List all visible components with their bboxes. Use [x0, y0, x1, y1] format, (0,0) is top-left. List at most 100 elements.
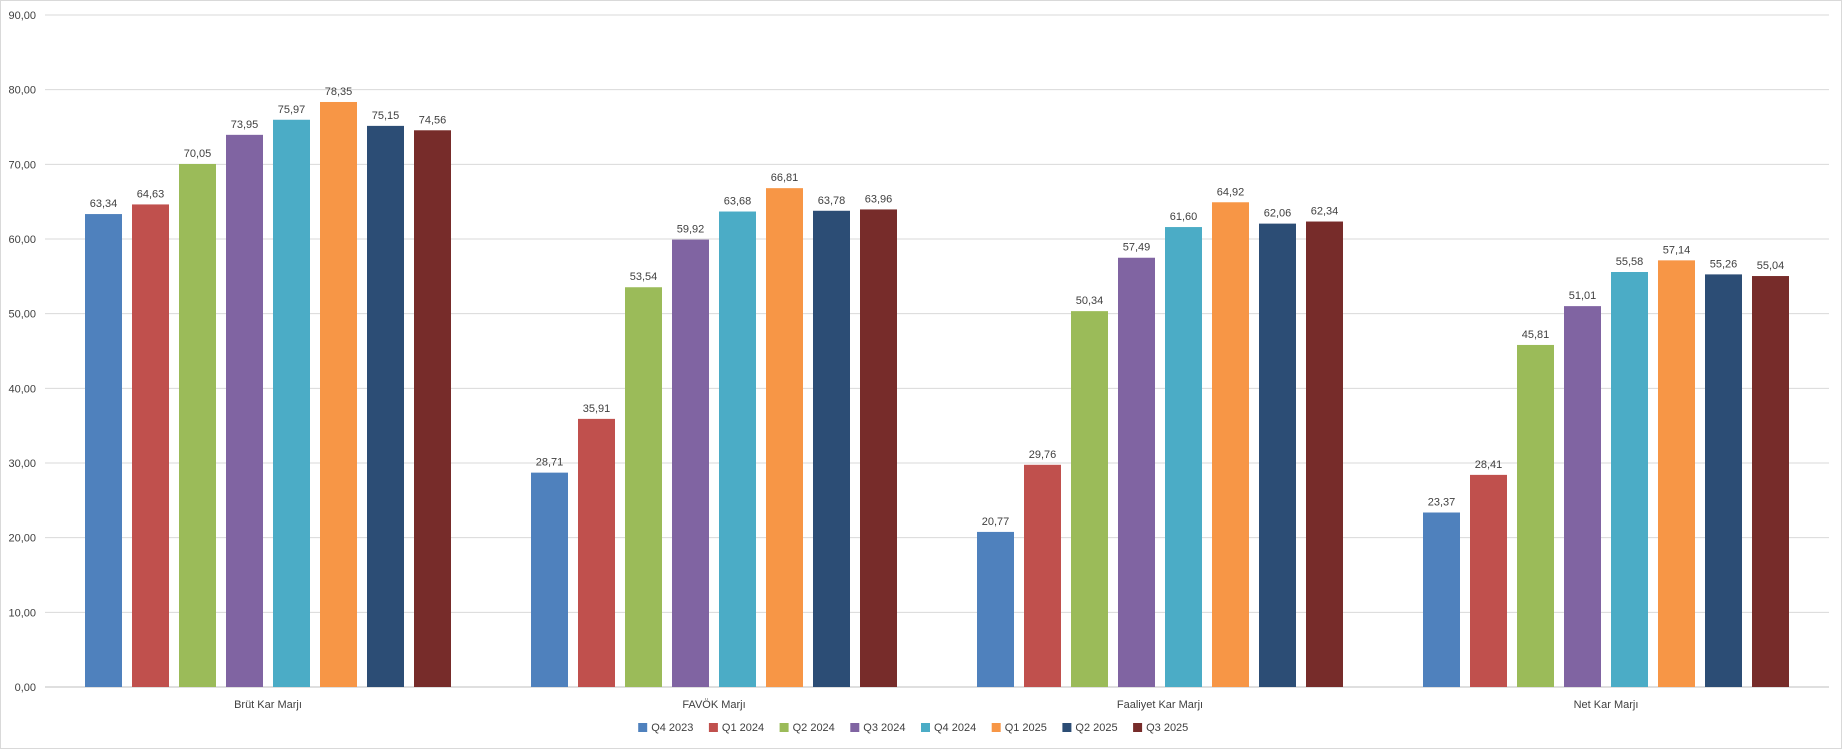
data-label: 57,14	[1663, 244, 1691, 256]
data-label: 51,01	[1569, 290, 1597, 302]
legend-item: Q3 2025	[1133, 722, 1188, 734]
data-label: 23,37	[1428, 497, 1456, 509]
legend-item: Q2 2024	[779, 722, 835, 734]
bar	[766, 188, 803, 688]
bar	[179, 163, 216, 687]
data-label: 53,54	[630, 271, 658, 283]
data-labels: 63,34 64,63 70,05 73,95 75,97 78,35 75,15 74,56…	[90, 86, 1785, 528]
bar	[1071, 311, 1108, 687]
data-label: 59,92	[677, 224, 705, 236]
legend-label: Q1 2025	[1005, 722, 1047, 734]
data-label: 55,04	[1757, 260, 1785, 272]
legend-item: Q4 2024	[921, 722, 976, 734]
legend-label: Q4 2023	[651, 722, 693, 734]
data-label: 63,68	[724, 196, 752, 208]
bar	[1024, 464, 1061, 687]
legend-swatch	[991, 723, 1001, 732]
y-tick-label: 40,00	[8, 383, 36, 395]
bar	[1306, 221, 1343, 687]
data-label: 70,05	[184, 148, 212, 160]
bar	[132, 204, 169, 688]
data-label: 64,63	[137, 188, 165, 200]
data-label: 62,06	[1264, 208, 1292, 220]
data-label: 29,76	[1029, 449, 1057, 461]
legend-swatch	[779, 723, 789, 732]
bar	[1752, 276, 1789, 687]
bar	[320, 101, 357, 687]
legend: Q4 2023 Q1 2024 Q2 2024 Q3 2024 Q4 2024 Q1 20…	[638, 722, 1188, 734]
bar	[226, 134, 263, 688]
legend-item: Q3 2024	[850, 722, 906, 734]
bar	[1212, 202, 1249, 688]
legend-label: Q3 2024	[863, 722, 905, 734]
data-label: 20,77	[982, 516, 1010, 528]
data-label: 74,56	[419, 114, 447, 126]
data-label: 55,26	[1710, 258, 1738, 270]
bar	[860, 209, 897, 687]
x-axis: Brüt Kar Marjı FAVÖK Marjı Faaliyet Kar Ma…	[234, 699, 1638, 711]
bar	[414, 130, 451, 687]
data-label: 62,34	[1311, 206, 1339, 218]
bar	[1705, 274, 1742, 687]
gridlines	[45, 14, 1829, 688]
bar	[1611, 272, 1648, 687]
bars	[85, 101, 1789, 688]
legend-label: Q2 2025	[1075, 722, 1117, 734]
bar	[1470, 474, 1507, 687]
data-label: 66,81	[771, 172, 799, 184]
bar	[273, 119, 310, 688]
legend-swatch	[1062, 723, 1072, 732]
y-tick-label: 0,00	[15, 682, 36, 694]
category-label: FAVÖK Marjı	[682, 699, 745, 711]
bar	[1517, 344, 1554, 687]
bar	[1118, 257, 1155, 687]
legend-swatch	[708, 723, 718, 732]
data-label: 50,34	[1076, 295, 1104, 307]
legend-label: Q3 2025	[1146, 722, 1188, 734]
legend-label: Q2 2024	[793, 722, 835, 734]
y-tick-label: 50,00	[8, 309, 36, 321]
bar	[672, 239, 709, 687]
data-label: 45,81	[1522, 329, 1550, 341]
legend-item: Q4 2023	[638, 722, 693, 734]
category-label: Net Kar Marjı	[1574, 699, 1639, 711]
bar	[625, 287, 662, 687]
legend-item: Q1 2025	[991, 722, 1047, 734]
data-label: 75,97	[278, 104, 306, 116]
data-label: 55,58	[1616, 256, 1644, 268]
y-tick-label: 10,00	[8, 607, 36, 619]
data-label: 28,41	[1475, 459, 1503, 471]
legend-label: Q4 2024	[934, 722, 976, 734]
bar	[719, 211, 756, 688]
data-label: 35,91	[583, 403, 611, 415]
y-tick-label: 70,00	[8, 159, 36, 171]
bar	[813, 210, 850, 687]
data-label: 73,95	[231, 119, 259, 131]
data-label: 28,71	[536, 457, 564, 469]
y-tick-label: 20,00	[8, 533, 36, 545]
y-tick-label: 80,00	[8, 85, 36, 97]
y-axis: 0,00 10,00 20,00 30,00 40,00 50,00 60,00 70,00 8…	[8, 10, 36, 694]
bar	[531, 472, 568, 687]
data-label: 64,92	[1217, 186, 1245, 198]
legend-swatch	[638, 723, 648, 732]
data-label: 61,60	[1170, 211, 1198, 223]
legend-swatch	[850, 723, 860, 732]
data-label: 75,15	[372, 110, 400, 122]
legend-item: Q1 2024	[708, 722, 764, 734]
legend-item: Q2 2025	[1062, 722, 1118, 734]
bar	[1423, 512, 1460, 687]
data-label: 78,35	[325, 86, 353, 98]
data-label: 63,78	[818, 195, 846, 207]
bar	[1658, 260, 1695, 687]
bar	[1564, 306, 1601, 687]
bar	[367, 125, 404, 687]
category-label: Faaliyet Kar Marjı	[1117, 699, 1203, 711]
legend-swatch	[921, 723, 930, 732]
data-label: 57,49	[1123, 242, 1151, 254]
y-tick-label: 30,00	[8, 458, 36, 470]
y-tick-label: 90,00	[8, 10, 36, 22]
bar	[977, 531, 1014, 687]
